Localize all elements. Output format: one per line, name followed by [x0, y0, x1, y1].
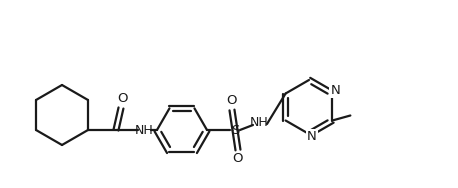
Text: O: O	[118, 92, 128, 105]
Text: N: N	[331, 84, 340, 97]
Text: N: N	[307, 130, 317, 143]
Text: S: S	[231, 124, 239, 136]
Text: NH: NH	[135, 124, 153, 136]
Text: NH: NH	[250, 115, 268, 129]
Text: O: O	[233, 152, 243, 165]
Text: O: O	[227, 95, 237, 108]
